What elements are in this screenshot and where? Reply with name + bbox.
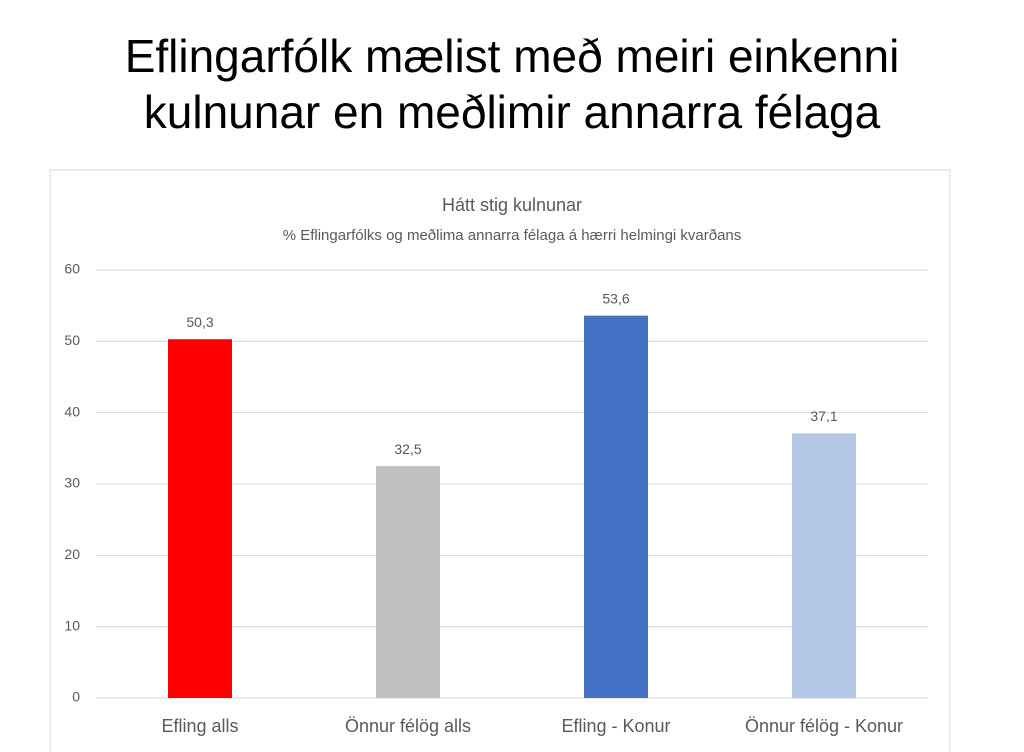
- bar: [168, 339, 232, 698]
- value-label: 53,6: [602, 290, 629, 306]
- title-line: Eflingarfólk mælist með meiri einkenni: [124, 30, 900, 82]
- x-tick-label: Efling alls: [161, 716, 238, 736]
- title-line: kulnunar en meðlimir annarra félaga: [143, 86, 881, 138]
- y-tick-label: 0: [72, 689, 80, 705]
- value-label: 32,5: [394, 441, 421, 457]
- value-label: 37,1: [810, 408, 837, 424]
- chart-subtitle: % Eflingarfólks og meðlima annarra félag…: [283, 227, 742, 244]
- y-tick-label: 50: [64, 332, 80, 348]
- slide-title: Eflingarfólk mælist með meiri einkenni k…: [0, 28, 1024, 140]
- bar: [584, 315, 648, 698]
- value-label: 50,3: [186, 314, 213, 330]
- bar: [376, 466, 440, 698]
- x-tick-label: Önnur félög alls: [345, 716, 471, 736]
- y-tick-label: 60: [64, 261, 80, 277]
- bar: [792, 433, 856, 698]
- y-tick-label: 10: [64, 617, 80, 633]
- y-tick-label: 40: [64, 403, 80, 419]
- x-tick-label: Efling - Konur: [561, 716, 670, 736]
- chart-title: Hátt stig kulnunar: [442, 195, 582, 215]
- y-tick-label: 20: [64, 546, 80, 562]
- y-tick-label: 30: [64, 475, 80, 491]
- x-tick-label: Önnur félög - Konur: [745, 716, 903, 736]
